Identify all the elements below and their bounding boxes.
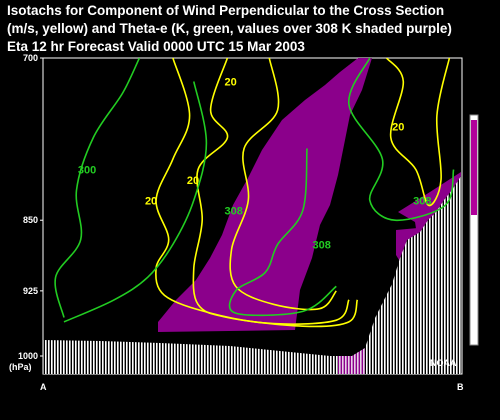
- pressure-axis: 700 850 925 1000: [18, 53, 43, 361]
- theta-e-label-2: 308: [225, 205, 243, 217]
- pressure-tick-label-925: 925: [23, 286, 38, 296]
- noaa-watermark: NOAA: [430, 358, 457, 368]
- terrain: [43, 176, 461, 374]
- isotach-label-1: 20: [225, 77, 237, 89]
- pressure-tick-label-700: 700: [23, 53, 38, 63]
- theta-e-label-1: 300: [78, 165, 96, 177]
- pressure-tick-label-1000: 1000: [18, 351, 38, 361]
- terrain-purple-patch: [338, 348, 365, 374]
- isotach-20-contour-4: [385, 58, 451, 207]
- theta-e-300-contour-1: [54, 58, 141, 318]
- title-line-1: Isotachs for Component of Wind Perpendic…: [7, 3, 445, 18]
- shade-palette-bar: [469, 114, 479, 346]
- theta-e-contours: [54, 58, 455, 323]
- theta-e-308-contour-2: [63, 81, 208, 323]
- title-line-3: Eta 12 hr Forecast Valid 0000 UTC 15 Mar…: [7, 39, 305, 54]
- chart-title: Isotachs for Component of Wind Perpendic…: [7, 2, 497, 56]
- isotach-label-2: 20: [187, 175, 199, 187]
- title-line-2: (m/s, yellow) and Theta-e (K, green, val…: [7, 21, 452, 36]
- endpoint-b-label: B: [457, 382, 464, 392]
- endpoint-a-label: A: [40, 382, 47, 392]
- pressure-tick-label-850: 850: [23, 215, 38, 225]
- theta-e-308-contour-4: [348, 58, 455, 222]
- theta-e-shade-main: [158, 58, 372, 332]
- theta-e-label-4: 308: [413, 195, 431, 207]
- isotach-label-3: 20: [145, 195, 157, 207]
- theta-e-label-3: 308: [313, 239, 331, 251]
- palette-shade-swatch: [471, 120, 477, 215]
- isotach-20-contour-1: [192, 58, 359, 328]
- contour-labels: 20 20 20 20 300 308 308 308: [78, 77, 432, 252]
- isotach-label-4: 20: [392, 122, 404, 134]
- pressure-unit-label: (hPa): [9, 362, 32, 372]
- theta-e-308-contour-3: [228, 148, 337, 317]
